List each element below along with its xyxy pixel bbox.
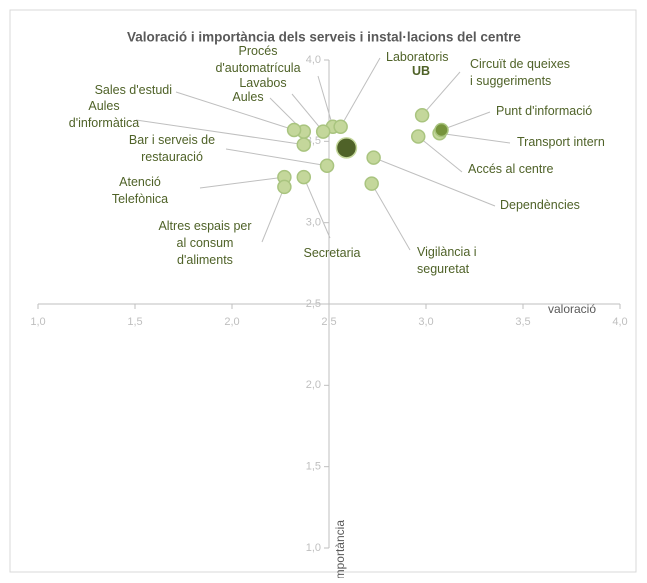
leader-line xyxy=(303,176,331,239)
x-tick-label: 4,0 xyxy=(612,316,627,328)
point-label-line: UB xyxy=(412,64,430,78)
leader-line xyxy=(317,75,334,127)
point-label: Sales d'estudi xyxy=(95,83,172,97)
point-label-line: restauració xyxy=(141,150,203,164)
point-label: Secretaria xyxy=(304,246,361,260)
point-label: Aules xyxy=(232,90,263,104)
x-tick-label: 1,0 xyxy=(30,316,45,328)
chart-title: Valoració i importància dels serveis i i… xyxy=(127,30,521,45)
point-label: Bar i serveis de restauració xyxy=(129,133,215,164)
point-label-line: Sales d'estudi xyxy=(95,83,172,97)
point-label-line: Dependències xyxy=(500,198,580,212)
leader-line xyxy=(291,93,324,132)
point xyxy=(434,122,449,138)
point-label-line: Transport intern xyxy=(517,135,605,149)
point-label-line: seguretat xyxy=(417,262,470,276)
point-label-line: Punt d'informació xyxy=(496,104,592,118)
y-tick-label: 2,0 xyxy=(306,379,321,391)
point xyxy=(286,122,302,138)
point-label-line: Laboratoris xyxy=(386,50,449,64)
point xyxy=(366,150,381,165)
leader-line xyxy=(340,57,381,127)
point-label-line: Vigilància i xyxy=(417,245,477,259)
y-axis-label: importància xyxy=(333,520,347,578)
point-label: Lavabos xyxy=(239,76,286,90)
x-tick-label: 3,5 xyxy=(515,316,530,328)
leader-line xyxy=(175,91,295,131)
point-label-line: d'automatrícula xyxy=(215,61,300,75)
point-label-line: Telefònica xyxy=(112,192,168,206)
point-label-line: Atenció xyxy=(119,175,161,189)
point-label-line: Accés al centre xyxy=(468,162,554,176)
leader-line xyxy=(261,186,285,243)
point xyxy=(319,158,335,173)
y-tick-label: 2,5 xyxy=(306,298,321,310)
y-tick-label: 4,0 xyxy=(306,54,321,66)
leader-line xyxy=(371,183,411,251)
x-tick-label: 3,0 xyxy=(418,316,433,328)
point-label-line: Aules xyxy=(232,90,263,104)
leader-line xyxy=(373,157,496,207)
point-label-line: Bar i serveis de xyxy=(129,133,215,147)
point-label-line: Altres espais per xyxy=(158,219,251,233)
leader-line xyxy=(417,136,463,173)
leader-line xyxy=(135,119,304,146)
leader-line xyxy=(199,176,285,189)
point xyxy=(335,137,358,159)
point xyxy=(296,169,312,185)
x-tick-label: 2,0 xyxy=(224,316,239,328)
x-axis-label: valoració xyxy=(548,302,596,316)
point-label: Altres espais per al consum d'aliments xyxy=(158,219,251,267)
leader-line xyxy=(421,71,461,116)
point-label: Procés d'automatrícula xyxy=(215,44,300,75)
point-label-line: d'aliments xyxy=(177,253,233,267)
point-label: Punt d'informació xyxy=(496,104,592,118)
point-label: Accés al centre xyxy=(468,162,554,176)
point-label: Aules d'informàtica xyxy=(69,99,140,130)
point-label: Dependències xyxy=(500,198,580,212)
chart-border xyxy=(9,9,637,573)
leader-line xyxy=(441,111,491,131)
point-label-line: Circuït de queixes xyxy=(470,57,570,71)
point-label: UB xyxy=(412,64,430,78)
x-tick-label: 1,5 xyxy=(127,316,142,328)
point-label: Transport intern xyxy=(517,135,605,149)
point xyxy=(277,179,292,195)
point xyxy=(315,124,331,139)
point-label: Atenció Telefònica xyxy=(112,175,168,206)
point xyxy=(410,129,426,144)
point-label-line: Procés xyxy=(239,44,278,58)
leader-line xyxy=(439,132,511,144)
x-tick-label: 2,5 xyxy=(321,316,336,328)
point-label-line: Secretaria xyxy=(304,246,361,260)
point-label-line: d'informàtica xyxy=(69,116,140,130)
point xyxy=(364,176,379,191)
y-tick-label: 3,0 xyxy=(306,217,321,229)
point xyxy=(414,108,430,123)
point-label-line: Lavabos xyxy=(239,76,286,90)
leader-line xyxy=(225,148,328,167)
y-tick-label: 1,5 xyxy=(306,461,321,473)
point xyxy=(333,119,348,134)
point-label: Circuït de queixes i suggeriments xyxy=(470,57,570,88)
point-label: Vigilància i seguretat xyxy=(417,245,477,276)
point-label-line: Aules xyxy=(88,99,119,113)
point-label-line: al consum xyxy=(177,236,234,250)
y-tick-label: 1,0 xyxy=(306,542,321,554)
point xyxy=(296,137,312,152)
point-label-line: i suggeriments xyxy=(470,74,551,88)
point-label: Laboratoris xyxy=(386,50,449,64)
